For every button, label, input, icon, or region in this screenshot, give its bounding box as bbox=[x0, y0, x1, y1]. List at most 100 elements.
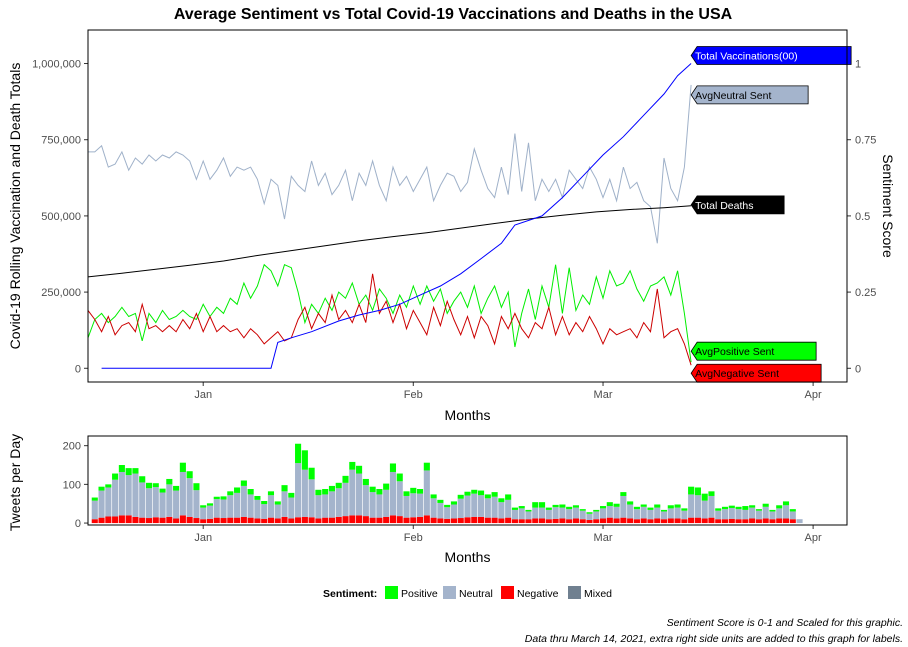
bar-neutral bbox=[688, 494, 695, 518]
bar-positive bbox=[417, 489, 424, 494]
bar-positive bbox=[627, 501, 634, 505]
bar-negative bbox=[450, 518, 457, 524]
bottom-y-tick-label: 100 bbox=[63, 479, 81, 491]
bar-neutral bbox=[396, 481, 403, 517]
legend-title: Sentiment: bbox=[323, 588, 377, 600]
bar-negative bbox=[254, 518, 261, 524]
bar-neutral bbox=[505, 499, 512, 518]
bar-negative bbox=[681, 519, 688, 524]
bar-neutral bbox=[267, 495, 275, 518]
bar-neutral bbox=[240, 485, 247, 517]
bar-neutral bbox=[667, 508, 674, 519]
bar-neutral bbox=[444, 507, 451, 519]
bar-positive bbox=[369, 486, 376, 493]
bar-positive bbox=[674, 504, 681, 508]
bar-neutral bbox=[450, 504, 457, 519]
bar-neutral bbox=[647, 509, 654, 520]
bar-positive bbox=[430, 494, 437, 499]
bar-positive bbox=[776, 505, 783, 509]
bar-positive bbox=[383, 483, 390, 490]
bottom-bars bbox=[91, 443, 803, 524]
bar-neutral bbox=[559, 507, 566, 519]
bar-positive bbox=[145, 482, 153, 489]
bar-negative bbox=[688, 517, 695, 524]
bar-positive bbox=[620, 492, 627, 496]
bar-negative bbox=[410, 517, 417, 524]
bar-negative bbox=[227, 517, 234, 524]
bar-negative bbox=[545, 519, 552, 524]
bar-positive bbox=[640, 504, 647, 507]
bar-positive bbox=[762, 503, 769, 507]
bar-negative bbox=[599, 518, 607, 524]
bar-negative bbox=[376, 517, 383, 524]
bar-negative bbox=[749, 518, 756, 524]
bar-positive bbox=[423, 462, 430, 471]
bar-positive bbox=[322, 489, 329, 495]
bar-positive bbox=[633, 506, 640, 510]
bar-neutral bbox=[152, 487, 159, 518]
bar-positive bbox=[464, 491, 471, 496]
bar-negative bbox=[200, 519, 207, 524]
bar-negative bbox=[782, 518, 790, 524]
bar-positive bbox=[518, 506, 525, 509]
bar-neutral bbox=[471, 493, 478, 517]
bar-negative bbox=[484, 517, 491, 524]
bar-neutral bbox=[627, 504, 634, 519]
bar-neutral bbox=[715, 510, 722, 520]
bar-neutral bbox=[464, 495, 471, 518]
bar-positive bbox=[437, 499, 444, 503]
bar-negative bbox=[647, 519, 654, 524]
bar-negative bbox=[755, 519, 762, 524]
bar-negative bbox=[417, 516, 424, 524]
bar-positive bbox=[444, 504, 451, 508]
bar-positive bbox=[362, 478, 369, 486]
bar-neutral bbox=[274, 504, 281, 519]
bar-negative bbox=[396, 516, 403, 524]
bar-neutral bbox=[511, 509, 518, 520]
bar-neutral bbox=[776, 508, 783, 519]
bar-positive bbox=[328, 485, 336, 492]
legend-label-negative: Negative bbox=[517, 588, 559, 600]
bar-neutral bbox=[179, 471, 186, 516]
bar-negative bbox=[511, 519, 518, 524]
bar-positive bbox=[525, 509, 532, 512]
bar-neutral bbox=[159, 492, 166, 518]
bar-neutral bbox=[369, 492, 376, 518]
bar-neutral bbox=[349, 469, 356, 516]
bar-positive bbox=[681, 508, 688, 511]
series-line-avgpositive-sent bbox=[87, 263, 692, 363]
bar-positive bbox=[728, 505, 735, 508]
bar-negative bbox=[715, 519, 722, 524]
bar-negative bbox=[179, 515, 186, 524]
bar-neutral bbox=[186, 478, 193, 517]
bar-neutral bbox=[410, 493, 417, 518]
bar-positive bbox=[315, 489, 322, 496]
bar-positive bbox=[606, 502, 613, 507]
end-label-box bbox=[690, 363, 822, 383]
bar-negative bbox=[498, 518, 505, 524]
end-label-box bbox=[690, 85, 809, 105]
bar-positive bbox=[349, 461, 356, 470]
bar-neutral bbox=[132, 473, 139, 517]
bar-negative bbox=[132, 516, 139, 524]
bar-positive bbox=[613, 503, 620, 507]
bar-negative bbox=[213, 517, 220, 524]
bar-neutral bbox=[498, 502, 505, 519]
bar-positive bbox=[179, 462, 186, 472]
bar-neutral bbox=[532, 507, 539, 519]
bar-neutral bbox=[342, 482, 349, 517]
bar-positive bbox=[708, 491, 715, 496]
bar-negative bbox=[532, 518, 539, 524]
bar-neutral bbox=[437, 502, 444, 519]
bar-neutral bbox=[362, 485, 369, 517]
bar-negative bbox=[389, 515, 397, 524]
x-tick-label: Jan bbox=[194, 532, 212, 544]
bar-neutral bbox=[403, 495, 410, 518]
bar-neutral bbox=[782, 505, 790, 519]
bar-neutral bbox=[315, 495, 322, 519]
bar-positive bbox=[234, 487, 241, 493]
bar-neutral bbox=[308, 479, 315, 518]
bar-negative bbox=[769, 519, 776, 524]
bar-negative bbox=[437, 518, 444, 524]
bar-positive bbox=[240, 480, 247, 486]
